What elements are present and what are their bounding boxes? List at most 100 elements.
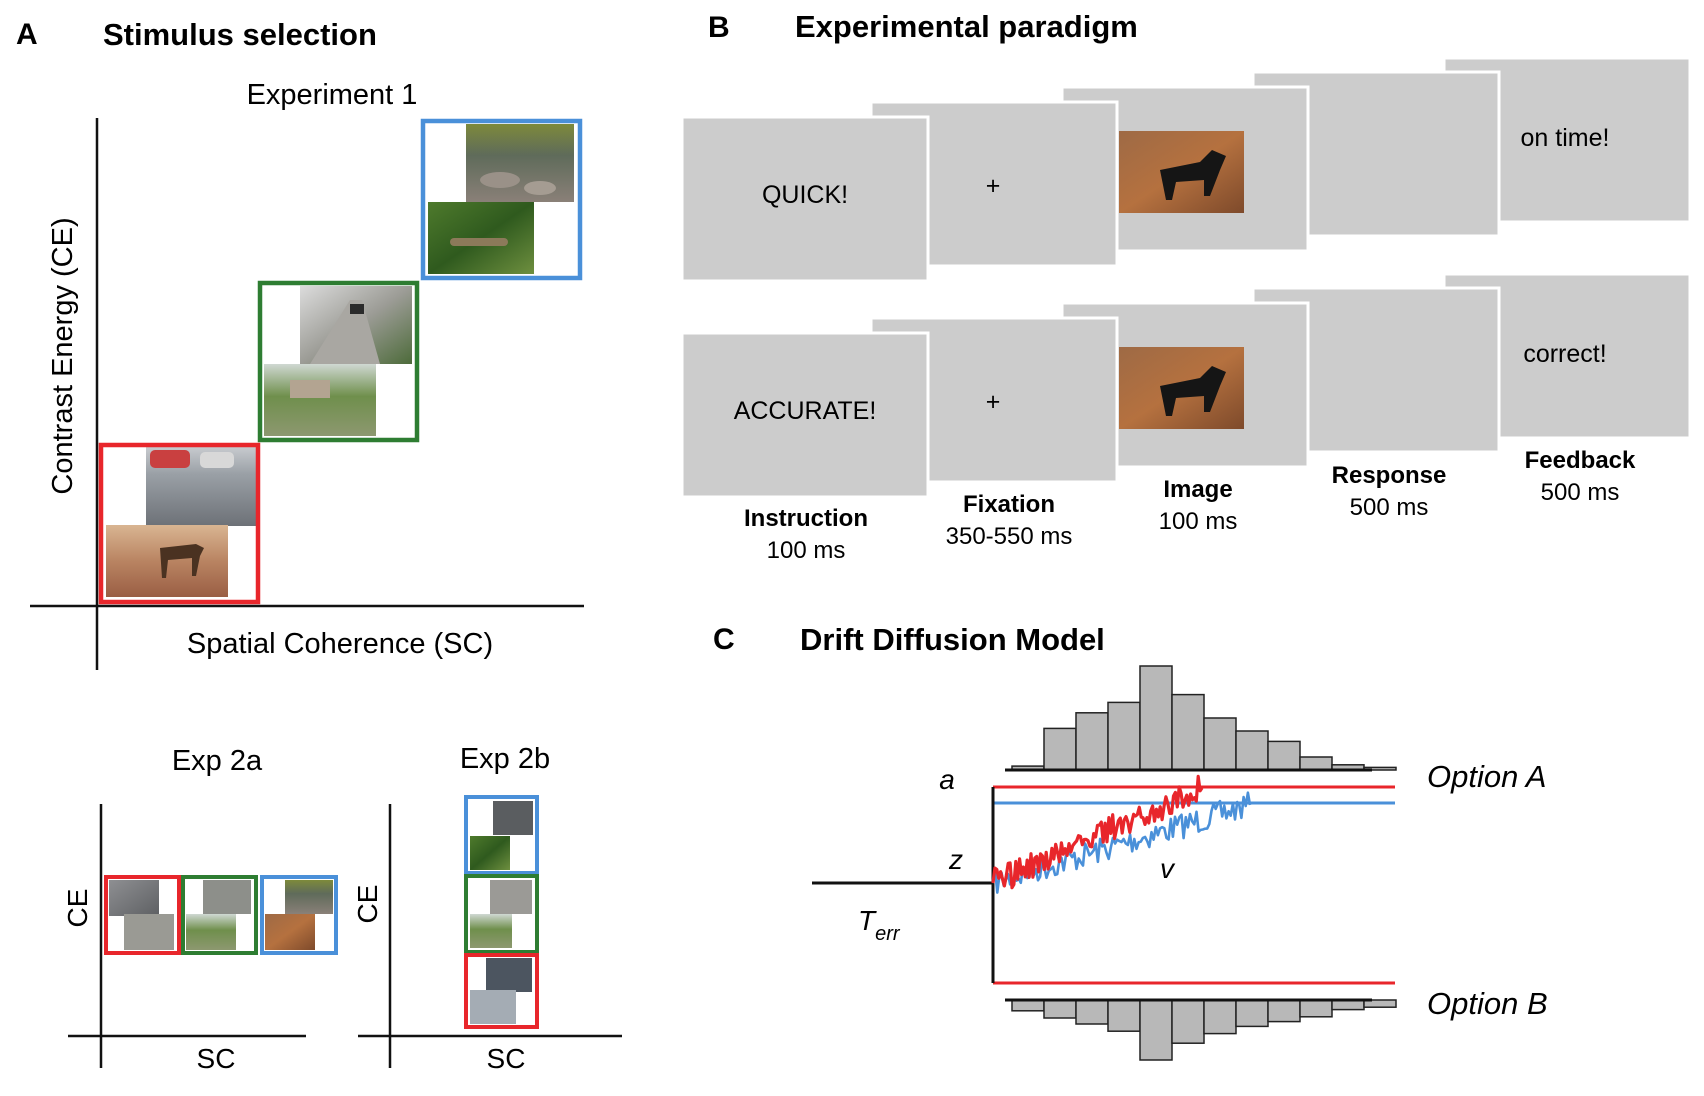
red-frame (98, 442, 261, 605)
histogram-bar (1267, 999, 1301, 1023)
garden-scene (470, 836, 510, 870)
exp2a-blue-box (260, 875, 338, 955)
car-closeup-scene (493, 801, 533, 835)
exp2b-green-box (464, 874, 539, 954)
panel-c: C Drift Diffusion Model a z v Terr Optio… (713, 622, 1548, 1061)
option-a-label: Option A (1427, 759, 1546, 794)
exp2a-x-axis-label: SC (197, 1043, 236, 1074)
rt-histogram-option-a (1011, 665, 1397, 771)
road-shape (310, 300, 380, 364)
dog-silhouette (160, 544, 204, 578)
parked-car-shape (150, 450, 190, 468)
feedback-text: on time! (1521, 124, 1610, 152)
rt-histogram-option-b (1011, 999, 1397, 1061)
drift-path-blue (991, 791, 1252, 894)
green-frame (257, 280, 420, 443)
panel-a: A Stimulus selection Experiment 1 Contra… (16, 17, 622, 1074)
panel-a-letter: A (16, 18, 38, 51)
dog-on-road-scene (124, 914, 174, 950)
instruction-screen (680, 115, 930, 283)
histogram-bar (1203, 717, 1237, 771)
exp2b-title: Exp 2b (460, 743, 550, 775)
panel-c-letter: C (713, 623, 735, 656)
histogram-bar (1139, 665, 1173, 771)
exp2a-title: Exp 2a (172, 745, 263, 777)
exp2a-green-box (181, 875, 258, 955)
exp1-y-axis-label: Contrast Energy (CE) (47, 217, 79, 494)
step-name-fixation: Fixation (963, 491, 1055, 518)
driveway-scene (203, 880, 251, 914)
stream-scene (285, 880, 333, 914)
blue-frame (260, 875, 338, 955)
exp1-low-level-box (98, 442, 261, 605)
house-shape (290, 380, 330, 398)
puddle-scene (470, 990, 516, 1024)
step-duration-instruction: 100 ms (767, 537, 846, 564)
crocodile-shape (450, 238, 508, 246)
fixation-cross: + (986, 388, 1001, 416)
histogram-bar (1139, 999, 1173, 1061)
histogram-bar (1171, 999, 1205, 1044)
histogram-bar (1203, 999, 1237, 1035)
fixation-cross: + (986, 172, 1001, 200)
histogram-bar (1075, 999, 1109, 1025)
paradigm-row-accurate: ACCURATE! + correct! (680, 272, 1692, 499)
histogram-bar (1075, 712, 1109, 771)
rocky-stream-scene (466, 124, 574, 202)
red-frame (464, 953, 539, 1029)
step-duration-fixation: 350-550 ms (946, 523, 1073, 550)
drift-path-red (991, 774, 1204, 890)
step-duration-image: 100 ms (1159, 508, 1238, 535)
step-name-instruction: Instruction (744, 505, 868, 532)
dog-silhouette (1160, 366, 1226, 416)
exp2b-x-axis-label: SC (487, 1043, 526, 1074)
instruction-screen (680, 331, 930, 499)
step-name-response: Response (1332, 462, 1447, 489)
histogram-bar (1107, 999, 1141, 1032)
road-scene (109, 880, 159, 916)
tree-scene (486, 958, 532, 992)
step-name-feedback: Feedback (1525, 447, 1636, 474)
red-frame (104, 875, 181, 955)
histogram-bar (1235, 730, 1269, 771)
histogram-bar (1043, 727, 1077, 771)
histogram-bar (1363, 999, 1397, 1008)
histogram-bar (1011, 999, 1045, 1012)
panel-b: B Experimental paradigm QUICK! + on time… (680, 9, 1692, 564)
exp1-mid-level-box (257, 280, 420, 443)
car-shape (350, 304, 364, 314)
panel-b-title: Experimental paradigm (795, 9, 1138, 44)
blue-frame (420, 118, 583, 281)
exp1-x-axis-label: Spatial Coherence (SC) (187, 628, 493, 660)
paradigm-row-quick: QUICK! + on time! (680, 56, 1692, 283)
experiment-1-title: Experiment 1 (247, 79, 418, 111)
instruction-text: QUICK! (762, 181, 848, 209)
step-duration-feedback: 500 ms (1541, 479, 1620, 506)
exp2b-red-box (464, 953, 539, 1029)
blue-frame (464, 795, 539, 875)
drift-rate-label: v (1160, 853, 1176, 884)
exp2a-red-box (104, 875, 181, 955)
exp2a-y-axis-label: CE (62, 889, 93, 928)
exp2b-blue-box (464, 795, 539, 875)
starting-point-label: z (948, 844, 963, 875)
dog-silhouette (1160, 150, 1226, 200)
step-name-image: Image (1163, 476, 1232, 503)
panel-a-title: Stimulus selection (103, 17, 377, 52)
histogram-bar (1171, 693, 1205, 771)
histogram-bar (1235, 999, 1269, 1028)
green-frame (464, 874, 539, 954)
option-b-label: Option B (1427, 986, 1548, 1021)
histogram-bar (1299, 756, 1333, 771)
feedback-text: correct! (1523, 340, 1606, 368)
histogram-bar (1299, 999, 1333, 1018)
panel-c-title: Drift Diffusion Model (800, 622, 1105, 657)
histogram-bar (1043, 999, 1077, 1019)
step-duration-response: 500 ms (1350, 494, 1429, 521)
boundary-separation-label: a (939, 764, 955, 795)
parked-car-shape (200, 452, 234, 468)
histogram-bar (1267, 740, 1301, 771)
sidewalk-scene (490, 880, 532, 914)
green-frame (181, 875, 258, 955)
exp1-high-level-box (420, 118, 583, 281)
